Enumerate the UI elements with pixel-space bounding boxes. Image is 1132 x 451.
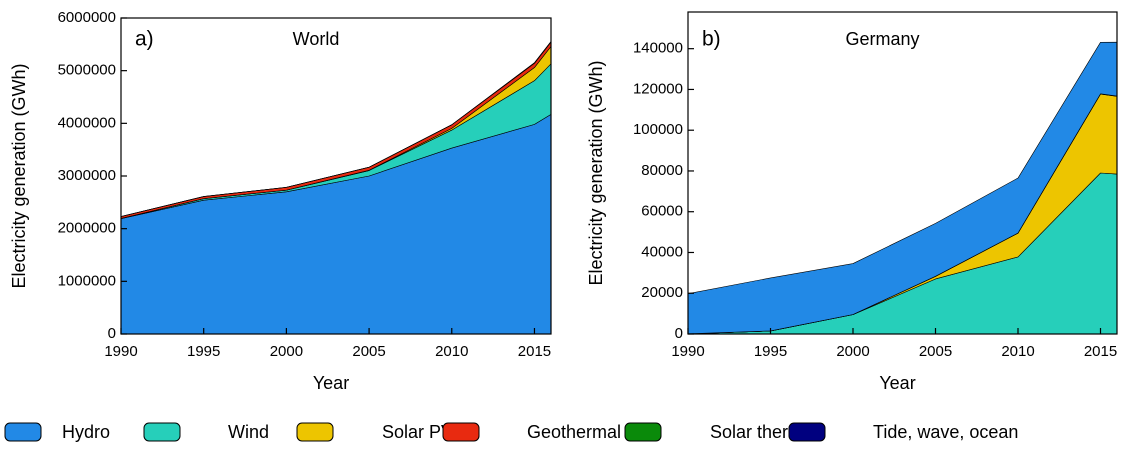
y-tick-label: 3000000 bbox=[58, 167, 116, 184]
y-axis-label: Electricity generation (GWh) bbox=[9, 63, 29, 288]
panel-label: a) bbox=[135, 28, 154, 51]
plot-frame bbox=[687, 11, 1118, 335]
y-axis-label: Electricity generation (GWh) bbox=[586, 60, 606, 285]
x-tick-label: 1990 bbox=[671, 343, 704, 360]
panel-label: b) bbox=[702, 28, 721, 51]
x-axis-label: Year bbox=[879, 373, 915, 393]
legend-label: Tide, wave, ocean bbox=[873, 422, 1018, 442]
x-tick-label: 2015 bbox=[518, 343, 551, 360]
x-tick-label: 1995 bbox=[754, 343, 787, 360]
x-tick-label: 2005 bbox=[919, 343, 952, 360]
y-tick-label: 4000000 bbox=[58, 114, 116, 131]
y-tick-label: 0 bbox=[675, 325, 683, 342]
x-tick-label: 2000 bbox=[270, 343, 303, 360]
y-tick-label: 80000 bbox=[641, 162, 683, 179]
x-tick-label: 2000 bbox=[836, 343, 869, 360]
legend-swatch bbox=[788, 422, 826, 442]
y-tick-label: 1000000 bbox=[58, 272, 116, 289]
y-tick-label: 120000 bbox=[633, 80, 683, 97]
x-tick-label: 2010 bbox=[1001, 343, 1034, 360]
y-tick-label: 2000000 bbox=[58, 220, 116, 237]
x-tick-label: 2005 bbox=[352, 343, 385, 360]
legend-swatch bbox=[624, 422, 662, 442]
y-tick-label: 20000 bbox=[641, 284, 683, 301]
y-tick-label: 6000000 bbox=[58, 9, 116, 26]
x-tick-label: 2015 bbox=[1084, 343, 1117, 360]
y-tick-label: 0 bbox=[108, 325, 116, 342]
x-tick-label: 2010 bbox=[435, 343, 468, 360]
y-tick-label: 140000 bbox=[633, 40, 683, 57]
x-tick-label: 1990 bbox=[104, 343, 137, 360]
legend-label: Geothermal bbox=[527, 422, 621, 442]
y-tick-label: 100000 bbox=[633, 121, 683, 138]
x-tick-label: 1995 bbox=[187, 343, 220, 360]
legend-swatch bbox=[4, 422, 42, 442]
chart-title: World bbox=[293, 29, 340, 49]
legend-swatch bbox=[442, 422, 480, 442]
y-tick-label: 60000 bbox=[641, 203, 683, 220]
legend-label: Wind bbox=[228, 422, 269, 442]
legend-swatch bbox=[143, 422, 181, 442]
legend-label: Solar PV bbox=[382, 422, 453, 442]
legend-swatch bbox=[296, 422, 334, 442]
y-tick-label: 5000000 bbox=[58, 62, 116, 79]
chart-title: Germany bbox=[845, 29, 919, 49]
legend-label: Hydro bbox=[62, 422, 110, 442]
y-tick-label: 40000 bbox=[641, 243, 683, 260]
area bbox=[120, 114, 552, 335]
x-axis-label: Year bbox=[313, 373, 349, 393]
